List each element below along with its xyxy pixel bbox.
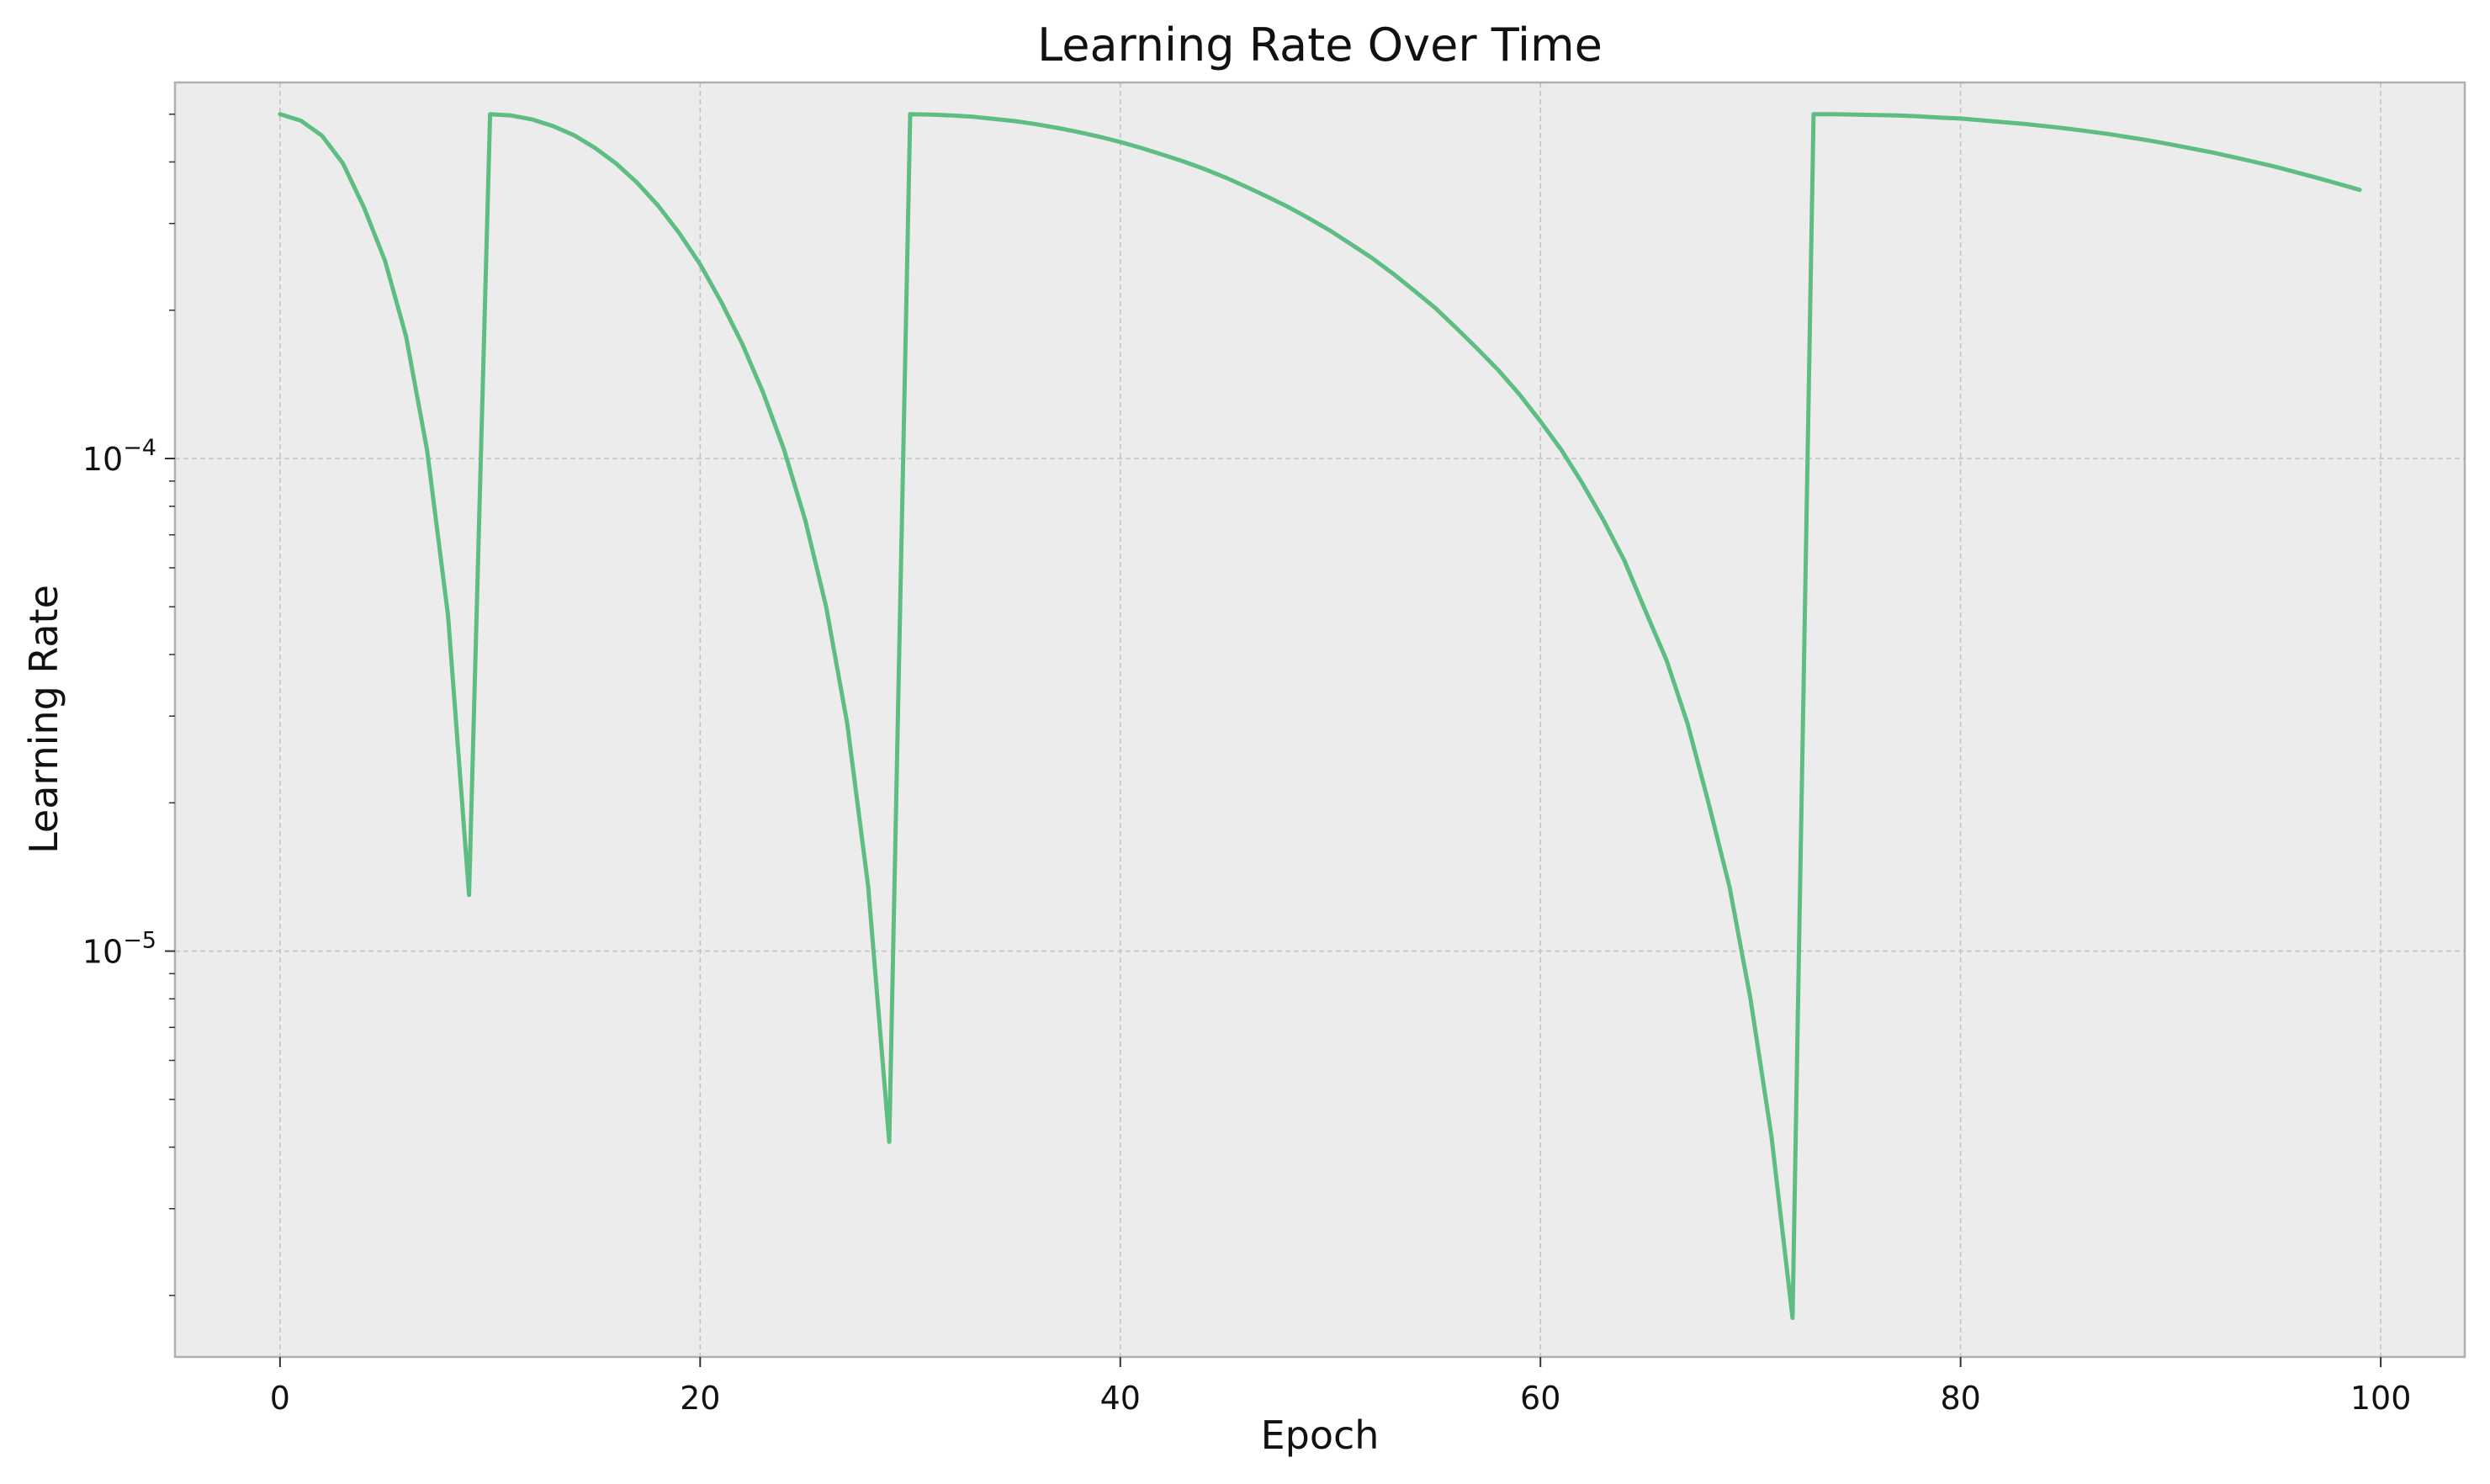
y-axis-ticks: 10−510−4 <box>82 435 175 971</box>
x-tick-label: 20 <box>680 1380 720 1417</box>
x-tick-label: 40 <box>1100 1380 1141 1417</box>
x-tick-label: 0 <box>270 1380 290 1417</box>
y-axis-minor-ticks <box>169 113 175 1296</box>
learning-rate-line <box>278 112 2362 1321</box>
y-tick-label-base: 10 <box>82 934 123 971</box>
x-tick-label: 60 <box>1520 1380 1560 1417</box>
x-gridlines <box>279 82 2381 1357</box>
y-tick-label: 10−5 <box>82 928 156 971</box>
x-axis-label: Epoch <box>1261 1412 1380 1458</box>
y-tick-label-exponent: −4 <box>123 435 156 461</box>
x-tick-label: 100 <box>2350 1380 2412 1417</box>
plot-area <box>175 82 2465 1357</box>
chart-title: Learning Rate Over Time <box>1037 19 1603 72</box>
plot-frame <box>173 81 2466 1359</box>
y-gridlines <box>175 458 2465 952</box>
x-tick-label: 80 <box>1940 1380 1980 1417</box>
y-tick-label: 10−4 <box>82 435 156 478</box>
y-tick-label-base: 10 <box>82 441 123 478</box>
x-axis-ticks: 0 20 40 60 80 100 <box>270 1357 2412 1417</box>
y-axis-label: Learning Rate <box>21 585 66 854</box>
y-tick-label-exponent: −5 <box>123 928 156 954</box>
series-group <box>278 112 2362 1321</box>
